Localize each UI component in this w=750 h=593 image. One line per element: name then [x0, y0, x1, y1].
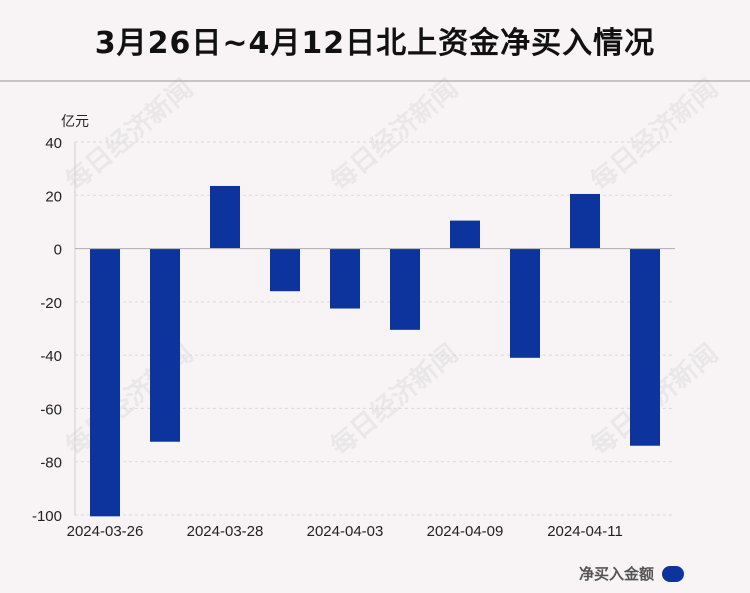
x-tick-label: 2024-04-03 [307, 523, 384, 540]
y-tick-label: -80 [40, 455, 62, 472]
bar [450, 220, 480, 249]
bar [210, 185, 240, 249]
bar [270, 248, 300, 292]
bar [150, 248, 180, 442]
chart-title: 3月26日~4月12日北上资金净买入情况 [94, 26, 656, 61]
title-divider [0, 80, 750, 82]
bar [630, 248, 660, 446]
bar [90, 248, 120, 517]
y-tick-label: -40 [40, 348, 62, 365]
bar [390, 248, 420, 330]
legend-swatch [662, 565, 684, 582]
bar [570, 193, 600, 249]
x-tick-label: 2024-03-26 [67, 523, 144, 540]
y-tick-label: 40 [45, 135, 62, 152]
y-tick-label: 20 [45, 188, 62, 205]
bar [330, 248, 360, 309]
x-tick-label: 2024-04-11 [547, 523, 623, 540]
legend: 净买入金额 [579, 563, 684, 584]
x-tick-label: 2024-03-28 [187, 523, 264, 540]
bar [510, 248, 540, 358]
y-tick-label: -20 [40, 295, 62, 312]
legend-label: 净买入金额 [578, 565, 654, 583]
y-tick-label: -100 [32, 508, 62, 525]
y-unit-label: 亿元 [61, 114, 89, 130]
x-tick-label: 2024-04-09 [427, 523, 504, 540]
y-tick-label: -60 [40, 401, 62, 418]
y-tick-label: 0 [54, 242, 62, 259]
